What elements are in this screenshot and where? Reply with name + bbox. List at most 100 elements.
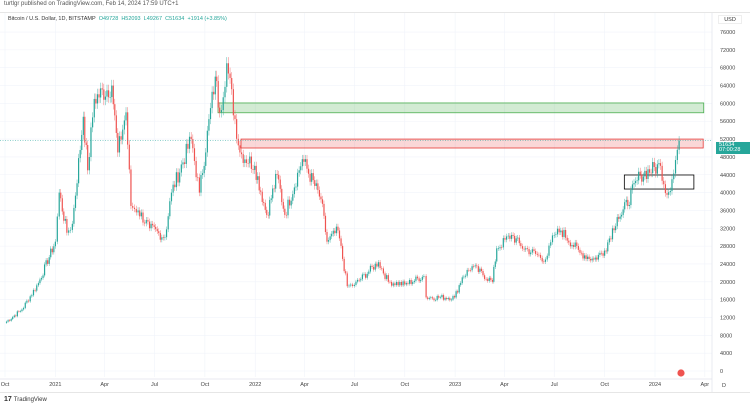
candle-body (468, 269, 470, 271)
candle-body (263, 201, 265, 203)
price-tick-label: 24000 (720, 262, 735, 268)
price-tick-label: 4000 (720, 351, 732, 357)
candle-body (415, 276, 417, 281)
candle-body (438, 295, 440, 298)
candle-body (307, 168, 310, 174)
candle-body (54, 241, 56, 247)
candle-body (447, 298, 449, 300)
candle-body (452, 296, 454, 300)
candle-body (442, 295, 445, 300)
candle-body (561, 230, 564, 237)
time-tick-label: Jul (151, 382, 158, 388)
candle-body (536, 253, 538, 255)
candle-body (29, 296, 31, 302)
candle-body (132, 205, 134, 208)
candle-body (371, 265, 373, 267)
candle-body (636, 180, 638, 182)
candle-body (658, 163, 660, 165)
candle-body (128, 144, 130, 170)
candle-body (607, 242, 609, 252)
candle-body (125, 112, 127, 121)
candle-body (335, 226, 337, 234)
candle-body (42, 275, 44, 279)
candle-body (261, 191, 263, 202)
candle-body (430, 297, 432, 298)
candle-body (96, 94, 99, 104)
candle-body (574, 242, 576, 247)
candle-body (101, 88, 103, 90)
candle-body (147, 220, 149, 222)
chart-panel[interactable] (0, 12, 750, 393)
candle-body (332, 230, 334, 234)
time-tick-label: 2022 (249, 382, 261, 388)
candle-body (566, 237, 568, 241)
candle-body (284, 208, 286, 215)
candle-body (485, 278, 487, 280)
candle-body (306, 159, 308, 169)
candle-body (254, 165, 256, 170)
candle-body (84, 116, 86, 143)
candle-body (400, 281, 403, 286)
candle-body (155, 226, 157, 230)
candle-body (100, 88, 102, 98)
candle-body (16, 311, 18, 317)
candle-body (624, 202, 626, 210)
candle-body (40, 278, 43, 280)
candle-body (528, 249, 530, 255)
candle-body (457, 291, 459, 293)
candle-body (159, 233, 161, 240)
candle-body (652, 162, 654, 174)
candle-body (192, 139, 194, 149)
candle-body (433, 298, 435, 301)
candle-body (374, 263, 376, 270)
price-tick-label: 48000 (720, 155, 735, 161)
candle-body (31, 295, 33, 297)
candle-body (239, 145, 241, 153)
candle-body (213, 91, 215, 95)
candle-body (382, 268, 384, 274)
candle-body (463, 276, 465, 278)
candle-body (444, 297, 446, 300)
currency-button[interactable]: USD (718, 15, 742, 24)
candle-body (104, 96, 107, 100)
candle-body (488, 277, 490, 281)
candle-body (226, 63, 228, 87)
price-chart[interactable]: 76000 72000 68000 64000 60000 56000 52000 48000… (0, 0, 750, 395)
candle-body (455, 291, 457, 298)
candle-body (428, 297, 430, 299)
candle-body (610, 238, 612, 240)
candle-body (19, 311, 22, 312)
candle-body (576, 242, 578, 247)
price-tick-label: 28000 (720, 244, 735, 250)
candle-body (405, 283, 407, 285)
tradingview-logo[interactable]: 17 TradingView (4, 396, 47, 403)
candle-body (219, 107, 221, 113)
candle-body (187, 143, 189, 149)
time-tick-label: Apr (500, 382, 509, 388)
candle-body (58, 192, 60, 217)
candle-body (386, 275, 388, 279)
candle-body (596, 257, 598, 260)
candle-body (538, 254, 540, 256)
price-tick-label: 60000 (720, 101, 735, 107)
candle-body (88, 157, 90, 171)
candle-body (560, 230, 562, 233)
open-value: O49728 (98, 16, 119, 22)
candle-body (258, 176, 260, 191)
candle-body (616, 217, 618, 227)
candle-body (620, 214, 623, 217)
candle-body (627, 199, 629, 207)
time-tick-label: Jul (351, 382, 358, 388)
candle-body (69, 229, 72, 231)
candle-body (341, 245, 344, 259)
candle-body (109, 97, 111, 98)
candle-body (60, 192, 62, 199)
candle-body (169, 201, 171, 217)
candle-body (148, 221, 151, 229)
time-tick-label: Oct (400, 382, 409, 388)
candle-body (229, 73, 231, 79)
candle-body (87, 145, 89, 171)
change-value: +1914 (+3.85%) (187, 16, 227, 22)
candle-body (650, 172, 652, 174)
candle-body (387, 275, 389, 282)
